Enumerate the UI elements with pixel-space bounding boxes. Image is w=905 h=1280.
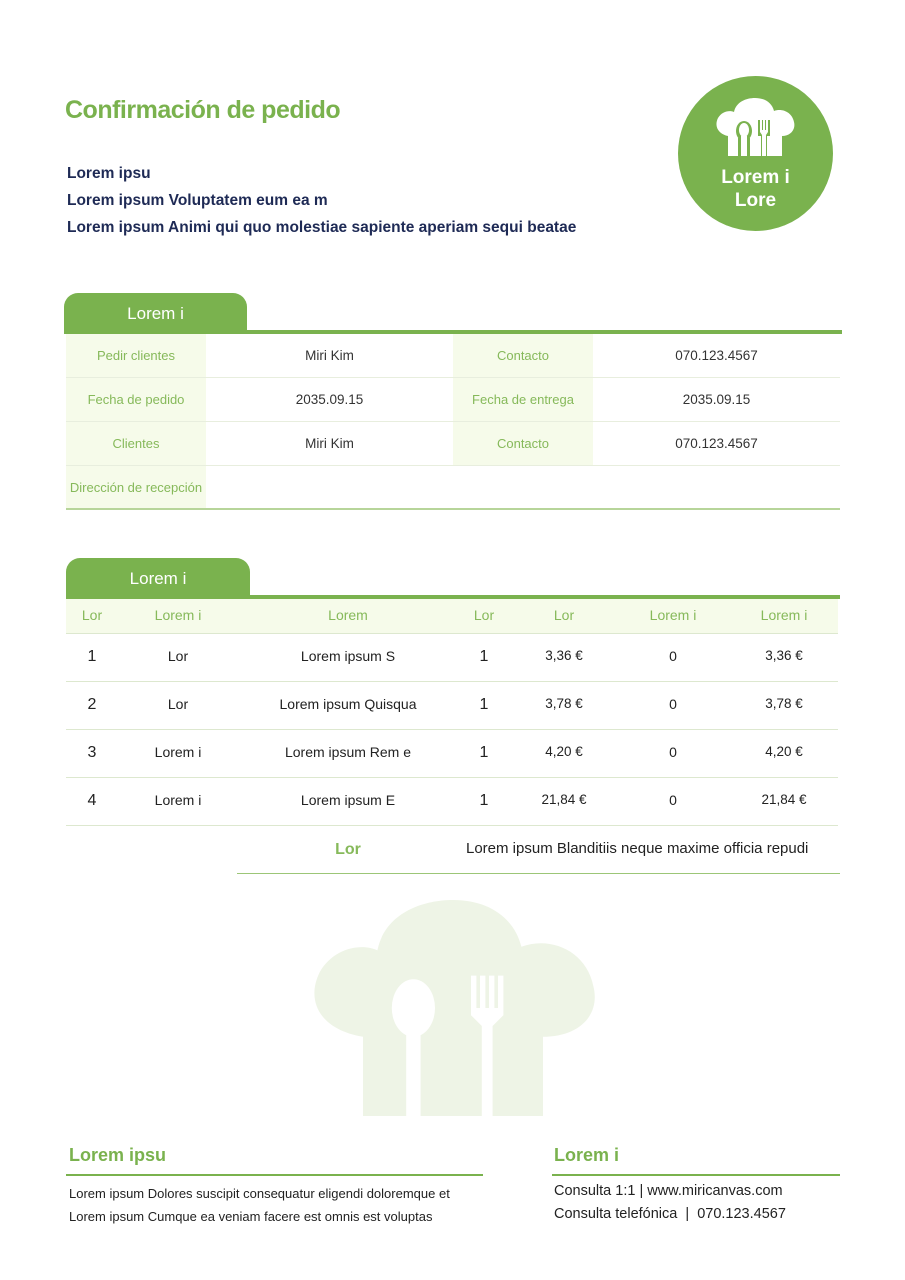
footer-left-line-2: Lorem ipsum Cumque ea veniam facere est … [69, 1209, 433, 1224]
column-header: Lorem i [760, 607, 808, 623]
item-cell: 0 [669, 648, 677, 664]
item-cell: Lorem i [154, 744, 202, 760]
info-value: 070.123.4567 [675, 436, 758, 451]
item-cell: 1 [479, 696, 489, 713]
info-tab: Lorem i [64, 293, 247, 333]
chef-hat-utensils-icon [716, 98, 795, 156]
logo: Lorem i Lore [678, 76, 833, 231]
info-label: Clientes [66, 422, 206, 465]
info-value: Miri Kim [305, 348, 354, 363]
info-value: 2035.09.15 [295, 392, 364, 407]
footer-left-heading: Lorem ipsu [69, 1145, 167, 1165]
item-cell: Lorem i [154, 792, 202, 808]
item-cell: 21,84 € [541, 792, 587, 807]
subtitle-3: Lorem ipsum Animi qui quo molestiae sapi… [67, 219, 577, 236]
logo-line-2: Lore [734, 190, 777, 211]
subtitle-1: Lorem ipsu [67, 165, 151, 182]
item-cell: 1 [87, 648, 97, 665]
column-header: Lor [553, 607, 575, 623]
subtitle-2: Lorem ipsum Voluptatem eum ea m [67, 192, 328, 209]
item-cell: 2 [87, 696, 97, 713]
item-cell: 21,84 € [761, 792, 807, 807]
row-divider [66, 681, 838, 682]
item-cell: Lorem ipsum S [300, 648, 396, 664]
page-title: Confirmación de pedido [65, 96, 341, 124]
row-divider [66, 777, 838, 778]
info-label: Contacto [453, 334, 593, 377]
info-label: Pedir clientes [66, 334, 206, 377]
info-value [206, 466, 453, 509]
info-label: Fecha de entrega [453, 378, 593, 421]
footer-right-text: Consulta 1:1 | www.miricanvas.com Consult… [554, 1180, 786, 1226]
item-cell: 4,20 € [765, 744, 803, 759]
footer-right-line-1: Consulta 1:1 | www.miricanvas.com [554, 1183, 783, 1199]
info-value: Miri Kim [305, 436, 354, 451]
header-divider [66, 633, 838, 634]
column-header: Lor [473, 607, 495, 623]
item-cell: 3,78 € [765, 696, 803, 711]
item-cell: 3,36 € [545, 648, 583, 663]
row-divider [66, 729, 838, 730]
column-header: Lorem [328, 607, 368, 623]
items-tab: Lorem i [66, 558, 250, 598]
total-value: Lorem ipsum Blanditiis neque maxime offi… [466, 840, 809, 857]
item-cell: 0 [669, 744, 677, 760]
items-header-row [66, 599, 838, 633]
footer-left-line [66, 1174, 483, 1176]
chef-hat-watermark-icon [314, 900, 595, 1116]
footer-left-text: Lorem ipsum Dolores suscipit consequatur… [69, 1182, 450, 1228]
info-value: 070.123.4567 [675, 348, 758, 363]
item-cell: 3 [87, 744, 97, 761]
item-cell: Lorem ipsum Quisqua [279, 696, 417, 712]
footer-right-heading: Lorem i [554, 1145, 620, 1165]
logo-line-1: Lorem i [721, 167, 790, 188]
column-header: Lorem i [154, 607, 202, 623]
footer-right-line [552, 1174, 840, 1176]
total-label: Lor [335, 841, 361, 858]
info-label [453, 466, 593, 509]
row-divider [66, 465, 840, 466]
info-label: Dirección de recepción [66, 466, 206, 509]
column-header: Lor [81, 607, 103, 623]
info-value [593, 466, 840, 509]
row-divider [66, 377, 840, 378]
item-cell: Lorem ipsum Rem e [284, 744, 412, 760]
item-cell: 1 [479, 744, 489, 761]
item-cell: 4,20 € [545, 744, 583, 759]
info-top-bar [64, 330, 842, 334]
item-cell: 4 [87, 792, 97, 809]
row-divider [66, 421, 840, 422]
item-cell: 1 [479, 648, 489, 665]
info-value: 2035.09.15 [682, 392, 751, 407]
footer-right-line-2: Consulta telefónica | 070.123.4567 [554, 1206, 786, 1222]
info-label: Contacto [453, 422, 593, 465]
item-cell: 3,78 € [545, 696, 583, 711]
item-cell: 3,36 € [765, 648, 803, 663]
item-cell: 0 [669, 696, 677, 712]
item-cell: Lor [167, 648, 189, 664]
row-divider [66, 825, 838, 826]
info-bottom-line [66, 508, 840, 510]
item-cell: 0 [669, 792, 677, 808]
item-cell: Lorem ipsum E [300, 792, 396, 808]
info-label: Fecha de pedido [66, 378, 206, 421]
item-cell: 1 [479, 792, 489, 809]
column-header: Lorem i [649, 607, 697, 623]
item-cell: Lor [167, 696, 189, 712]
footer-left-line-1: Lorem ipsum Dolores suscipit consequatur… [69, 1186, 450, 1201]
total-line [237, 873, 840, 874]
items-top-bar [66, 595, 840, 599]
